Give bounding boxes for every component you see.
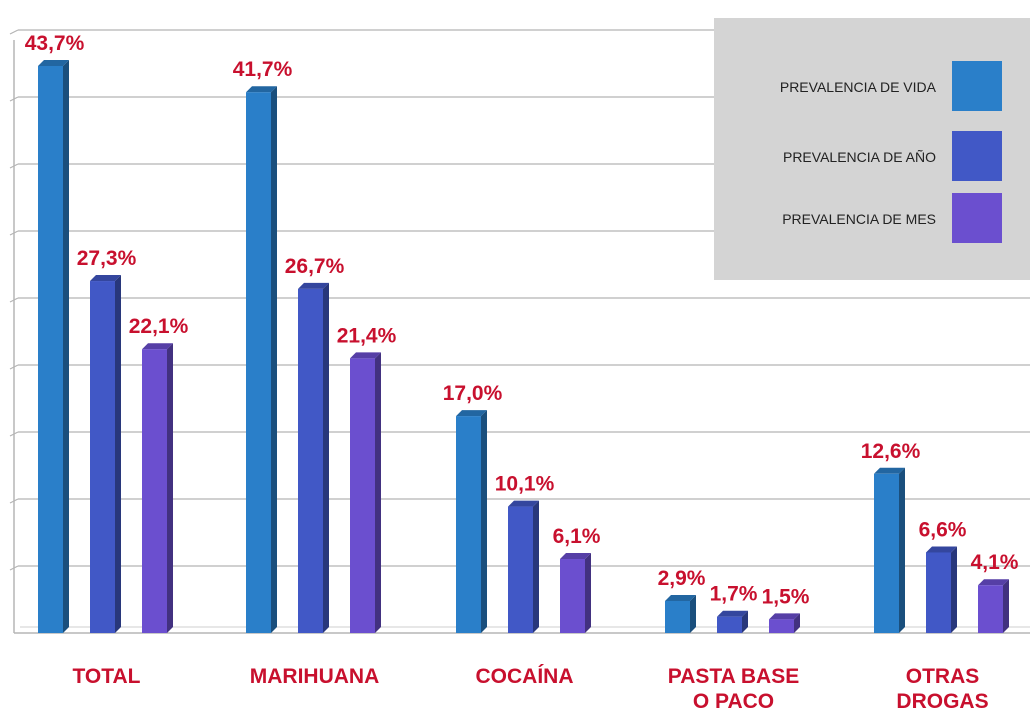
bar-group xyxy=(560,553,591,633)
bar-top xyxy=(350,352,381,359)
bar-group xyxy=(978,579,1009,633)
legend-label: PREVALENCIA DE VIDA xyxy=(780,79,937,95)
data-label: 26,7% xyxy=(285,255,345,278)
bar xyxy=(142,349,167,633)
data-label: 10,1% xyxy=(495,473,555,496)
data-label: 4,1% xyxy=(971,551,1019,574)
bar-top xyxy=(142,343,173,350)
category-label: DROGAS xyxy=(896,690,988,709)
bar-group xyxy=(142,343,173,633)
data-label: 17,0% xyxy=(443,382,503,405)
bar-top xyxy=(978,579,1009,586)
bar-top xyxy=(508,500,539,507)
bar-top xyxy=(90,275,121,282)
category-label: OTRAS xyxy=(906,665,980,688)
bar xyxy=(508,506,533,633)
bar-group xyxy=(665,594,696,633)
data-label: 2,9% xyxy=(658,567,706,590)
bar xyxy=(717,616,742,633)
data-label: 12,6% xyxy=(861,440,921,463)
bar-side xyxy=(951,546,957,633)
bar-group xyxy=(350,352,381,633)
bar-group xyxy=(769,613,800,633)
bar xyxy=(769,619,794,633)
data-label: 1,7% xyxy=(710,583,758,606)
bar-side xyxy=(585,553,591,633)
bar-group xyxy=(246,86,277,634)
bar-top xyxy=(717,610,748,617)
bar xyxy=(246,92,271,634)
bar-group xyxy=(298,282,329,633)
category-label: O PACO xyxy=(693,690,774,709)
category-label: COCAÍNA xyxy=(476,665,574,688)
bar-top xyxy=(456,410,487,417)
data-label: 6,1% xyxy=(553,525,601,548)
bar-side xyxy=(742,610,748,633)
bar-top xyxy=(246,86,277,93)
bar-group xyxy=(926,546,957,633)
category-label: TOTAL xyxy=(72,665,140,688)
data-label: 43,7% xyxy=(25,32,85,55)
bar-side xyxy=(794,613,800,633)
bar-top xyxy=(874,467,905,474)
bar-side xyxy=(533,500,539,633)
bar-side xyxy=(115,275,121,633)
bar-top xyxy=(926,546,957,553)
bar-side xyxy=(63,60,69,633)
bar xyxy=(456,416,481,633)
bar xyxy=(874,473,899,633)
legend-swatch xyxy=(952,61,1002,111)
bar-side xyxy=(899,467,905,633)
bar-group xyxy=(38,60,69,633)
bar-side xyxy=(323,282,329,633)
bar-top xyxy=(769,613,800,620)
data-label: 21,4% xyxy=(337,324,397,347)
bar xyxy=(38,66,63,633)
bar-side xyxy=(481,410,487,633)
grid-tick xyxy=(9,29,19,35)
bar-top xyxy=(298,282,329,289)
legend: PREVALENCIA DE VIDA PREVALENCIA DE AÑO PRE… xyxy=(714,18,1030,280)
data-label: 41,7% xyxy=(233,58,293,81)
bar xyxy=(665,600,690,633)
category-label: PASTA BASE xyxy=(668,665,799,688)
bar-top xyxy=(665,594,696,601)
bar-group xyxy=(456,410,487,633)
data-label: 27,3% xyxy=(77,247,137,270)
legend-label: PREVALENCIA DE AÑO xyxy=(783,149,936,165)
bar-group xyxy=(508,500,539,633)
bar-group xyxy=(717,610,748,633)
data-label: 6,6% xyxy=(919,518,967,541)
bar-top xyxy=(560,553,591,560)
bar-side xyxy=(271,86,277,634)
bar-group xyxy=(90,275,121,633)
bar-side xyxy=(1003,579,1009,633)
bar-side xyxy=(690,594,696,633)
bar xyxy=(560,559,585,633)
bars: 43,7% 41,7% 17,0% 2,9% 12,6% 27,3% 26,7% 10,1% 1… xyxy=(25,32,1019,634)
data-label: 22,1% xyxy=(129,315,189,338)
bar-top xyxy=(38,60,69,66)
bar-side xyxy=(375,352,381,633)
bar xyxy=(298,288,323,633)
bar xyxy=(978,585,1003,633)
category-labels: TOTAL MARIHUANA COCAÍNA PASTA BASE O PACO OTR… xyxy=(72,665,988,709)
bar xyxy=(90,281,115,633)
bar xyxy=(350,358,375,633)
bar xyxy=(926,552,951,633)
legend-swatch xyxy=(952,193,1002,243)
bar-side xyxy=(167,343,173,633)
legend-label: PREVALENCIA DE MES xyxy=(782,211,936,227)
category-label: MARIHUANA xyxy=(250,665,380,688)
bar-group xyxy=(874,467,905,633)
legend-swatch xyxy=(952,131,1002,181)
data-label: 1,5% xyxy=(762,585,810,608)
